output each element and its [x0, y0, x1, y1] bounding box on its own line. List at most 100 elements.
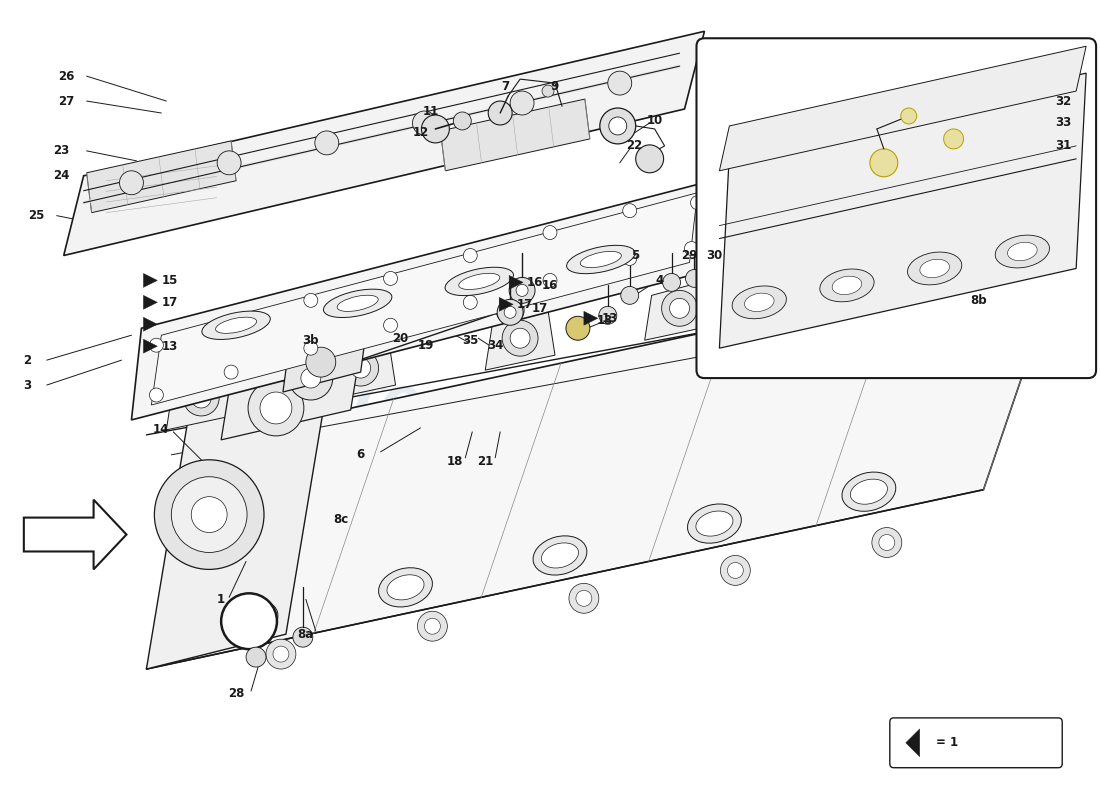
Circle shape [343, 350, 378, 386]
Circle shape [620, 286, 639, 304]
Polygon shape [143, 339, 157, 353]
Polygon shape [326, 340, 396, 400]
Text: 15: 15 [162, 274, 178, 287]
Text: eeuropaparts: eeuropaparts [238, 346, 662, 473]
Circle shape [727, 562, 744, 578]
Circle shape [509, 278, 535, 303]
Circle shape [246, 647, 266, 667]
Text: 7: 7 [502, 79, 509, 93]
Circle shape [662, 274, 681, 291]
Polygon shape [905, 729, 920, 757]
Text: 5: 5 [630, 249, 639, 262]
Circle shape [384, 318, 397, 332]
Text: 13: 13 [596, 314, 613, 326]
Circle shape [315, 131, 339, 155]
Text: 8b: 8b [970, 294, 987, 307]
Circle shape [901, 108, 916, 124]
Circle shape [636, 145, 663, 173]
Text: = 1: = 1 [936, 736, 958, 750]
Ellipse shape [446, 267, 514, 295]
Polygon shape [719, 46, 1086, 170]
Ellipse shape [696, 511, 733, 536]
Ellipse shape [833, 276, 861, 294]
Circle shape [542, 85, 554, 97]
Polygon shape [87, 141, 237, 213]
Ellipse shape [1008, 242, 1037, 261]
Polygon shape [283, 335, 365, 392]
Circle shape [463, 295, 477, 310]
Text: 3b: 3b [302, 334, 319, 346]
Circle shape [623, 251, 637, 266]
Text: 16: 16 [527, 276, 543, 289]
Circle shape [510, 328, 530, 348]
Text: 28: 28 [228, 687, 244, 701]
Circle shape [221, 594, 277, 649]
Ellipse shape [224, 600, 278, 639]
Circle shape [120, 170, 143, 194]
Ellipse shape [337, 295, 378, 311]
Ellipse shape [581, 251, 622, 267]
Text: 13: 13 [162, 340, 177, 353]
Polygon shape [221, 348, 361, 440]
Circle shape [944, 129, 964, 149]
Text: 3: 3 [23, 378, 31, 391]
Circle shape [260, 392, 292, 424]
Circle shape [463, 249, 477, 262]
Ellipse shape [541, 543, 579, 568]
Circle shape [569, 583, 598, 614]
Ellipse shape [387, 574, 425, 600]
Polygon shape [509, 275, 524, 290]
Circle shape [543, 226, 557, 239]
Circle shape [150, 338, 163, 352]
Circle shape [273, 646, 289, 662]
Circle shape [249, 380, 304, 436]
Text: 14: 14 [153, 423, 169, 436]
Text: 34: 34 [487, 338, 504, 352]
Circle shape [503, 320, 538, 356]
Circle shape [829, 269, 849, 288]
Text: a passion for parts since 1982: a passion for parts since 1982 [315, 447, 586, 512]
Circle shape [661, 290, 697, 326]
Circle shape [670, 298, 690, 318]
Circle shape [418, 611, 448, 641]
Text: 19: 19 [417, 338, 433, 352]
Polygon shape [146, 365, 331, 669]
Circle shape [821, 261, 857, 296]
Circle shape [384, 271, 397, 286]
Text: 24: 24 [54, 170, 70, 182]
Circle shape [503, 303, 517, 318]
Text: 31: 31 [1055, 139, 1071, 152]
Ellipse shape [459, 274, 499, 290]
Circle shape [691, 196, 704, 210]
Text: 20: 20 [393, 332, 408, 345]
Circle shape [497, 299, 524, 326]
Circle shape [623, 204, 637, 218]
Circle shape [304, 294, 318, 307]
Circle shape [510, 91, 535, 115]
Circle shape [684, 242, 699, 255]
Polygon shape [64, 31, 704, 255]
Text: 13: 13 [602, 312, 618, 325]
Ellipse shape [202, 311, 271, 339]
Polygon shape [146, 255, 1064, 669]
Text: 23: 23 [54, 144, 69, 158]
Circle shape [516, 285, 528, 296]
Text: 8a: 8a [298, 628, 314, 641]
Ellipse shape [216, 317, 256, 334]
Circle shape [576, 590, 592, 606]
Ellipse shape [232, 606, 270, 632]
Circle shape [608, 117, 627, 135]
Polygon shape [804, 250, 873, 310]
Text: 29: 29 [681, 249, 697, 262]
Ellipse shape [842, 472, 895, 511]
Circle shape [304, 342, 318, 355]
Circle shape [504, 306, 516, 318]
Text: 8c: 8c [333, 513, 349, 526]
Text: 33: 33 [1055, 117, 1071, 130]
Circle shape [306, 347, 336, 377]
Text: 9: 9 [551, 79, 559, 93]
Circle shape [266, 639, 296, 669]
Polygon shape [143, 295, 157, 310]
Text: 22: 22 [627, 139, 642, 152]
Circle shape [870, 149, 898, 177]
